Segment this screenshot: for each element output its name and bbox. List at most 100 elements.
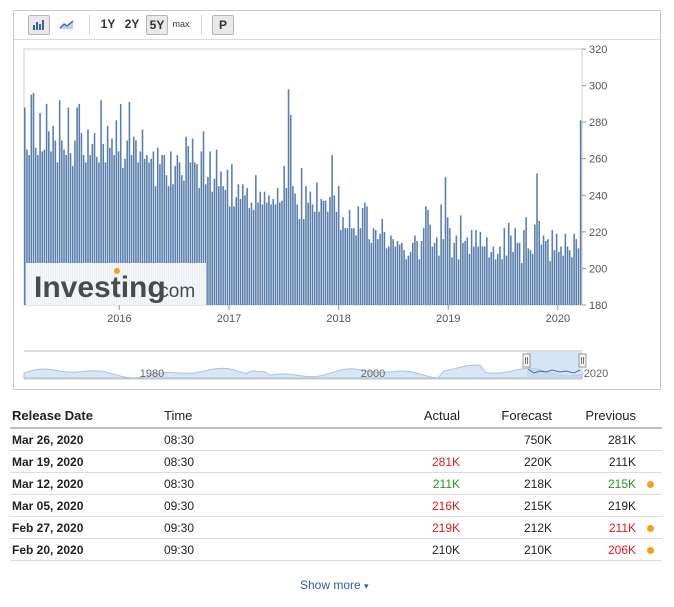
bar[interactable] — [370, 242, 373, 305]
bar[interactable] — [518, 242, 521, 305]
bar[interactable] — [544, 241, 547, 305]
bar[interactable] — [459, 215, 462, 305]
bar[interactable] — [466, 237, 469, 305]
bar[interactable] — [26, 149, 28, 305]
bar[interactable] — [316, 182, 318, 305]
bar[interactable] — [74, 140, 76, 305]
bar[interactable] — [348, 209, 351, 305]
bar[interactable] — [268, 195, 270, 305]
bar[interactable] — [464, 241, 466, 305]
bar[interactable] — [207, 177, 209, 305]
revised-dot-icon[interactable] — [647, 525, 654, 532]
bar[interactable] — [139, 151, 142, 305]
bar[interactable] — [340, 230, 342, 305]
bar[interactable] — [143, 158, 146, 305]
bar[interactable] — [385, 248, 388, 305]
bar[interactable] — [407, 255, 410, 305]
bar[interactable] — [235, 197, 238, 305]
bar[interactable] — [178, 162, 181, 305]
bar[interactable] — [109, 147, 111, 305]
bar[interactable] — [311, 204, 314, 305]
bar[interactable] — [405, 259, 408, 305]
bar[interactable] — [438, 255, 440, 305]
bar[interactable] — [104, 162, 107, 305]
bar[interactable] — [531, 253, 534, 305]
bar[interactable] — [174, 166, 176, 305]
bar[interactable] — [32, 92, 35, 305]
bar[interactable] — [398, 244, 401, 305]
bar[interactable] — [361, 208, 364, 305]
bar[interactable] — [204, 184, 207, 305]
bar[interactable] — [388, 246, 390, 305]
bar[interactable] — [80, 133, 83, 305]
bar[interactable] — [126, 140, 129, 305]
bar[interactable] — [152, 151, 155, 305]
bar[interactable] — [259, 191, 261, 305]
show-more-link[interactable]: Show more ▾ — [300, 578, 369, 592]
bar[interactable] — [274, 204, 277, 305]
bar[interactable] — [54, 140, 57, 305]
bar[interactable] — [65, 155, 67, 305]
bar[interactable] — [58, 100, 61, 305]
bar[interactable] — [383, 231, 386, 305]
bar[interactable] — [481, 246, 484, 305]
bar[interactable] — [224, 189, 227, 305]
header-release-date[interactable]: Release Date — [12, 408, 93, 423]
bar[interactable] — [527, 248, 530, 305]
bar[interactable] — [263, 191, 266, 305]
bar[interactable] — [453, 242, 455, 305]
bar[interactable] — [523, 230, 525, 305]
bar[interactable] — [159, 164, 161, 305]
bar[interactable] — [449, 228, 451, 305]
bar[interactable] — [165, 175, 168, 305]
bar[interactable] — [91, 144, 94, 305]
bar[interactable] — [499, 246, 501, 305]
range-max-button[interactable]: max — [172, 19, 190, 29]
bar[interactable] — [477, 246, 479, 305]
bar[interactable] — [67, 107, 70, 305]
bar[interactable] — [486, 237, 488, 305]
bar[interactable] — [209, 151, 211, 305]
bar[interactable] — [313, 211, 316, 305]
bar[interactable] — [34, 147, 37, 305]
bar[interactable] — [490, 251, 493, 305]
bar[interactable] — [479, 231, 482, 305]
bar[interactable] — [416, 241, 418, 305]
bar[interactable] — [573, 233, 575, 305]
bar[interactable] — [255, 175, 257, 305]
bar[interactable] — [296, 204, 299, 305]
bar[interactable] — [128, 102, 131, 305]
bar[interactable] — [98, 162, 100, 305]
bar[interactable] — [337, 186, 340, 305]
bar[interactable] — [43, 149, 46, 305]
bar[interactable] — [322, 200, 325, 305]
bar[interactable] — [442, 239, 445, 305]
bar[interactable] — [69, 153, 72, 305]
bar[interactable] — [303, 219, 305, 305]
bar[interactable] — [161, 155, 163, 305]
bar[interactable] — [279, 202, 281, 305]
bar[interactable] — [333, 195, 336, 305]
bar[interactable] — [396, 241, 399, 305]
bar[interactable] — [433, 242, 436, 305]
bar[interactable] — [257, 202, 259, 305]
header-actual[interactable]: Actual — [423, 408, 460, 423]
revised-dot-icon[interactable] — [647, 481, 654, 488]
bar[interactable] — [431, 246, 434, 305]
bar[interactable] — [150, 158, 152, 305]
bar[interactable] — [272, 198, 275, 305]
bar[interactable] — [496, 253, 499, 305]
bar[interactable] — [538, 220, 540, 305]
bar[interactable] — [270, 204, 272, 305]
bar[interactable] — [202, 131, 205, 305]
bar[interactable] — [422, 228, 425, 305]
bar[interactable] — [117, 151, 120, 305]
bar[interactable] — [346, 228, 349, 305]
bar[interactable] — [357, 206, 360, 305]
bar[interactable] — [444, 177, 447, 305]
bar[interactable] — [320, 198, 323, 305]
bar[interactable] — [276, 187, 279, 305]
bar[interactable] — [122, 167, 124, 305]
bar[interactable] — [579, 120, 582, 305]
bar-chart-button[interactable] — [28, 15, 50, 35]
